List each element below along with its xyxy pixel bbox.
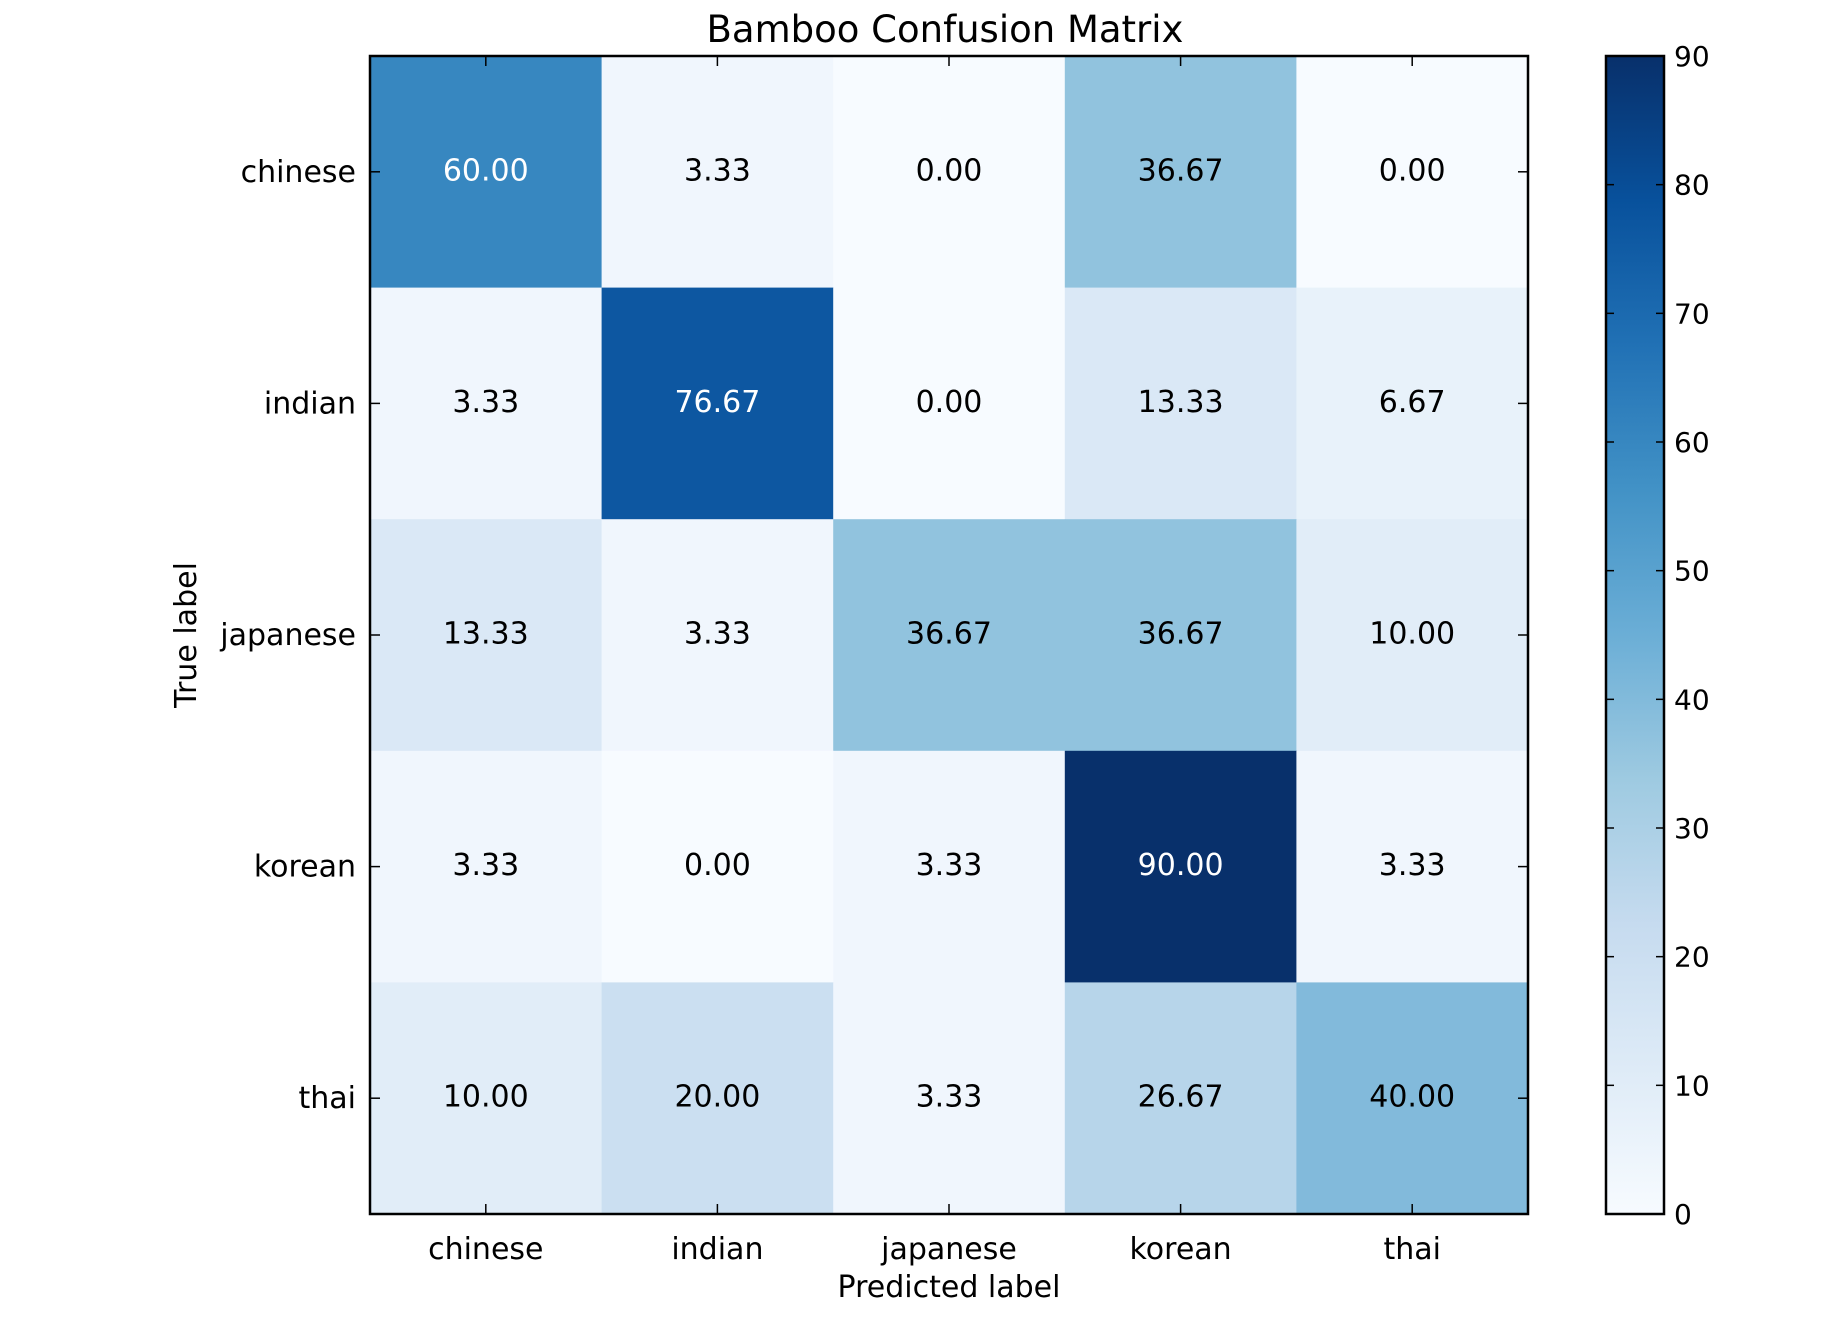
- heatmap-cell: [833, 519, 1066, 752]
- y-tick-label: japanese: [219, 618, 356, 653]
- x-axis-tick-labels: chinese indian japanese korean thai: [428, 1232, 1441, 1267]
- heatmap-cell: [1296, 750, 1529, 983]
- y-axis-tick-labels: chinese indian japanese korean thai: [219, 155, 356, 1116]
- chart-title: Bamboo Confusion Matrix: [707, 8, 1184, 51]
- cell-value-label: 36.67: [1138, 617, 1224, 652]
- heatmap-cell: [601, 750, 834, 983]
- heatmap-cell: [370, 519, 603, 752]
- cell-value-label: 13.33: [443, 617, 529, 652]
- colorbar-tick-label: 30: [1674, 812, 1710, 845]
- heatmap-cell: [601, 982, 834, 1215]
- cell-value-label: 0.00: [916, 153, 983, 188]
- heatmap-cell: [1064, 982, 1297, 1215]
- colorbar-ticks: 0 10 20 30 40 50 60 70 80 90: [1606, 40, 1710, 1231]
- heatmap-cell: [833, 56, 1066, 289]
- cell-value-label: 0.00: [1379, 153, 1446, 188]
- heatmap-cell: [833, 287, 1066, 520]
- cell-value-label: 13.33: [1138, 385, 1224, 420]
- colorbar: [1604, 54, 1666, 1216]
- cell-value-label: 36.67: [906, 617, 992, 652]
- heatmap-cell: [1296, 519, 1529, 752]
- heatmap-cell: [601, 519, 834, 752]
- cell-value-label: 36.67: [1138, 153, 1224, 188]
- heatmap-cell: [1064, 56, 1297, 289]
- x-tick-label: indian: [671, 1232, 763, 1267]
- cell-value-label: 10.00: [443, 1080, 529, 1115]
- cell-value-label: 3.33: [452, 848, 519, 883]
- heatmap-cell: [833, 750, 1066, 983]
- colorbar-tick-label: 80: [1674, 169, 1710, 202]
- cell-value-label: 40.00: [1369, 1080, 1455, 1115]
- heatmap-cell: [1064, 750, 1297, 983]
- heatmap-cell: [1064, 287, 1297, 520]
- colorbar-tick-label: 90: [1674, 40, 1710, 73]
- cell-value-label: 6.67: [1379, 385, 1446, 420]
- y-tick-label: indian: [264, 386, 356, 421]
- colorbar-tick-label: 40: [1674, 683, 1710, 716]
- cell-value-label: 3.33: [684, 153, 751, 188]
- cell-value-label: 3.33: [452, 385, 519, 420]
- x-tick-label: japanese: [880, 1232, 1017, 1267]
- y-tick-label: korean: [254, 850, 356, 885]
- cell-value-label: 3.33: [684, 617, 751, 652]
- colorbar-tick-label: 20: [1674, 941, 1710, 974]
- colorbar-tick-label: 50: [1674, 555, 1710, 588]
- cell-value-label: 0.00: [684, 848, 751, 883]
- heatmap-cell: [601, 56, 834, 289]
- cell-value-label: 3.33: [916, 1080, 983, 1115]
- cell-value-label: 76.67: [674, 385, 760, 420]
- heatmap-cell: [833, 982, 1066, 1215]
- heatmap-cells: [370, 56, 1529, 1215]
- y-tick-label: thai: [299, 1081, 357, 1116]
- heatmap-cell: [1296, 56, 1529, 289]
- cell-value-label: 26.67: [1138, 1080, 1224, 1115]
- x-axis-label: Predicted label: [838, 1270, 1061, 1305]
- colorbar-tick-label: 10: [1674, 1069, 1710, 1102]
- colorbar-tick-label: 70: [1674, 297, 1710, 330]
- colorbar-tick-label: 60: [1674, 426, 1710, 459]
- heatmap-cell: [601, 287, 834, 520]
- cell-value-label: 90.00: [1138, 848, 1224, 883]
- y-axis-label: True label: [169, 562, 204, 709]
- cell-value-label: 0.00: [916, 385, 983, 420]
- y-tick-label: chinese: [241, 155, 356, 190]
- axis-ticks: [370, 56, 1528, 1214]
- heatmap-cell: [1296, 287, 1529, 520]
- x-tick-label: korean: [1130, 1232, 1232, 1267]
- cell-value-label: 3.33: [916, 848, 983, 883]
- heatmap-cell-labels: 60.00 3.33 0.00 36.67 0.00 3.33 76.67 0.00 13.33…: [443, 153, 1455, 1114]
- cell-value-label: 60.00: [443, 153, 529, 188]
- cell-value-label: 3.33: [1379, 848, 1446, 883]
- heatmap-cell: [370, 287, 603, 520]
- heatmap-cell: [1296, 982, 1529, 1215]
- colorbar-tick-label: 0: [1674, 1198, 1692, 1231]
- x-tick-label: thai: [1383, 1232, 1441, 1267]
- cell-value-label: 20.00: [674, 1080, 760, 1115]
- heatmap-cell: [1064, 519, 1297, 752]
- heatmap-cell: [370, 56, 603, 289]
- heatmap-cell: [370, 750, 603, 983]
- cell-value-label: 10.00: [1369, 617, 1455, 652]
- heatmap-cell: [370, 982, 603, 1215]
- x-tick-label: chinese: [428, 1232, 543, 1267]
